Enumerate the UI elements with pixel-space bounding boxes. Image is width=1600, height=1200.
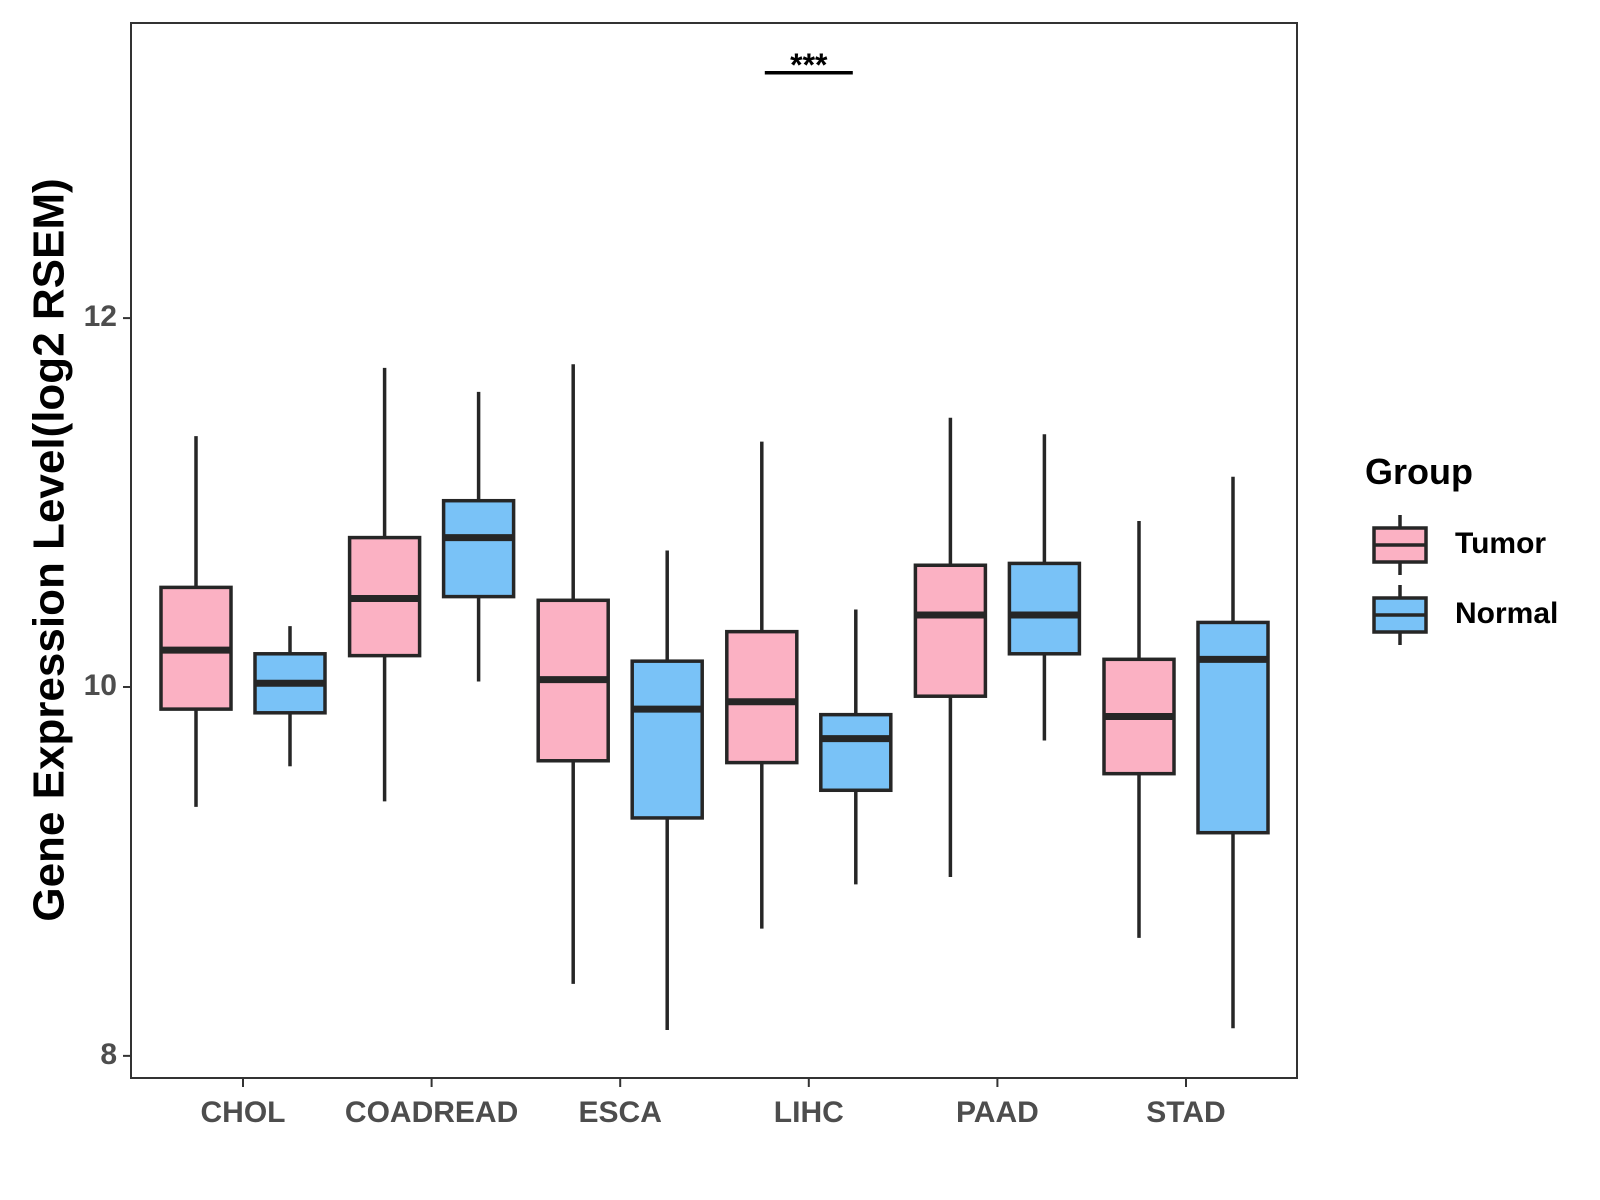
box-tumor-esca <box>536 364 610 984</box>
box-tumor-stad <box>1102 520 1176 938</box>
box-iqr <box>1007 561 1082 656</box>
box-iqr <box>913 563 988 698</box>
box-normal-chol <box>253 626 327 767</box>
box-iqr <box>725 629 799 765</box>
box-normal-esca <box>630 550 704 1031</box>
box-iqr <box>1196 620 1270 835</box>
significance-label: *** <box>790 47 828 83</box>
box-iqr <box>819 712 893 793</box>
y-tick-label: 10 <box>84 669 117 702</box>
box-tumor-coadread <box>347 367 422 802</box>
box-tumor-paad <box>913 417 988 877</box>
legend-label-normal: Normal <box>1455 597 1558 630</box>
box-iqr <box>441 498 516 599</box>
annotation-layer: *** <box>764 47 853 83</box>
box-tumor-chol <box>159 436 233 807</box>
box-iqr <box>630 659 704 820</box>
legend-label-tumor: Tumor <box>1455 527 1546 560</box>
legend: Group Tumor Normal <box>1365 451 1558 645</box>
y-tick-label: 8 <box>100 1038 117 1071</box>
x-tick-label-coadread: COADREAD <box>345 1096 518 1129</box>
y-axis: 8 10 12 <box>84 300 131 1071</box>
box-normal-coadread <box>441 391 516 682</box>
y-axis-title: Gene Expression Level(log2 RSEM) <box>25 178 74 921</box>
boxes-layer <box>159 364 1270 1031</box>
x-tick-label-stad: STAD <box>1146 1096 1225 1129</box>
legend-entry-tumor: Tumor <box>1372 515 1546 575</box>
x-tick-label-lihc: LIHC <box>774 1096 844 1129</box>
x-tick-label-paad: PAAD <box>956 1096 1039 1129</box>
x-axis: CHOL COADREAD ESCA LIHC PAAD STAD <box>201 1078 1226 1129</box>
y-tick-label: 12 <box>84 300 117 333</box>
plot-panel-border <box>130 22 1298 1079</box>
box-normal-lihc <box>819 609 893 885</box>
legend-title: Group <box>1365 451 1473 492</box>
x-tick-label-esca: ESCA <box>579 1096 662 1129</box>
box-normal-stad <box>1196 476 1270 1029</box>
box-tumor-lihc <box>725 441 799 929</box>
legend-entry-normal: Normal <box>1372 585 1558 645</box>
box-normal-paad <box>1007 434 1082 741</box>
x-tick-label-chol: CHOL <box>201 1096 286 1129</box>
